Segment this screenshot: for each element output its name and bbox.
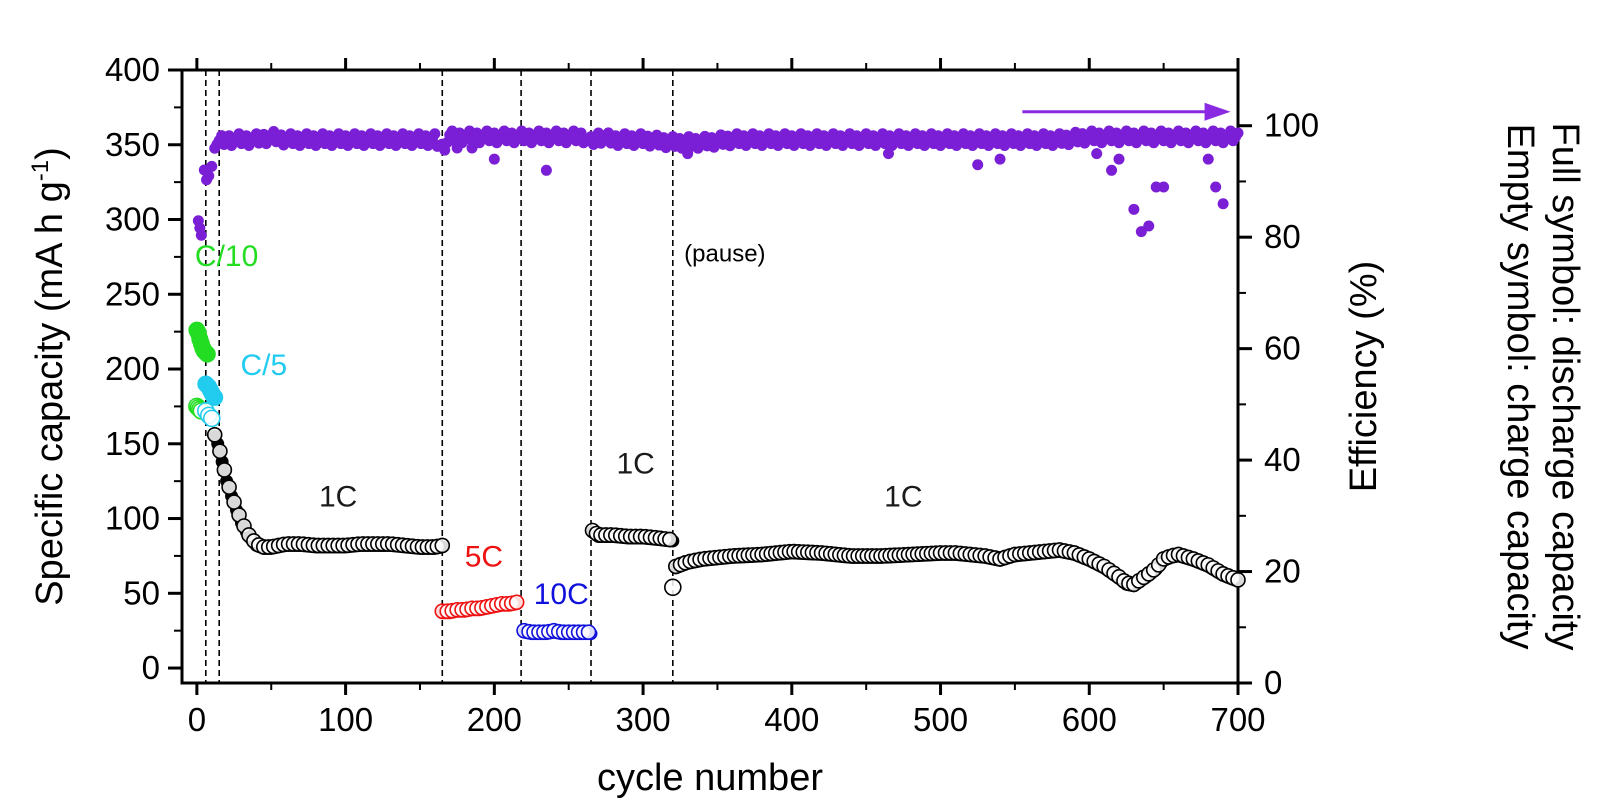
plot-border: [180, 68, 1240, 685]
plot-frame: [180, 68, 1240, 685]
rate-label: 10C: [534, 578, 589, 611]
efficiency-point: [1202, 153, 1214, 165]
charge-point: [216, 462, 233, 478]
y-left-tick-label: 200: [105, 350, 160, 387]
efficiency-point: [540, 164, 552, 176]
charge-point: [221, 479, 237, 495]
efficiency-point: [1113, 153, 1125, 165]
discharge-point: [198, 345, 216, 363]
efficiency-point: [1217, 198, 1229, 210]
y-right-tick-label: 20: [1264, 553, 1301, 590]
y-left-tick-label: 100: [105, 500, 160, 537]
x-tick-label: 700: [1210, 701, 1265, 738]
efficiency-point: [1158, 181, 1170, 193]
efficiency-point: [1232, 127, 1244, 139]
efficiency-point: [994, 153, 1006, 165]
x-tick-label: 300: [616, 701, 671, 738]
x-tick-label: 400: [764, 701, 819, 738]
y-right-tick-label: 0: [1264, 664, 1282, 701]
x-tick-label: 0: [188, 701, 206, 738]
charge-point: [664, 578, 682, 597]
y-right-tick-label: 40: [1264, 441, 1301, 478]
y-left-tick-label: 250: [105, 275, 160, 312]
y-left-tick-label: 150: [105, 425, 160, 462]
y-right-tick-label: 60: [1264, 330, 1301, 367]
efficiency-point: [206, 160, 218, 172]
y-left-axis-title: Specific capacity (mA h g-1): [27, 147, 71, 606]
y-left-tick-label: 300: [105, 201, 160, 238]
y-right-tick-label: 100: [1264, 107, 1319, 144]
y-left-tick-label: 50: [123, 574, 160, 611]
legend-line: Full symbol: discharge capacity: [1544, 123, 1586, 651]
efficiency-point: [451, 142, 463, 154]
charge-point: [212, 443, 228, 460]
charge-point: [662, 531, 678, 548]
efficiency-point: [972, 159, 984, 171]
data-marks: [188, 102, 1246, 641]
charge-point: [580, 624, 597, 640]
y-right-tick-label: 80: [1264, 218, 1301, 255]
charge-point: [434, 537, 451, 554]
axis-ticks: [168, 58, 1252, 695]
efficiency-point: [1128, 203, 1140, 215]
efficiency-point: [682, 148, 694, 160]
pause-label: (pause): [684, 240, 765, 267]
efficiency-point: [195, 229, 207, 241]
efficiency-point: [429, 128, 441, 140]
rate-label: 5C: [465, 540, 503, 573]
efficiency-point: [203, 170, 215, 182]
y-left-tick-label: 0: [142, 649, 160, 686]
discharge-point: [206, 388, 224, 406]
efficiency-axis-arrow-head: [1204, 102, 1231, 121]
rate-label: 1C: [616, 448, 654, 481]
efficiency-point: [882, 148, 894, 160]
y-right-axis-title: Efficiency (%): [1343, 261, 1385, 493]
x-tick-label: 500: [913, 701, 968, 738]
x-tick-label: 200: [467, 701, 522, 738]
x-tick-label: 600: [1062, 701, 1117, 738]
y-left-tick-label: 400: [105, 51, 160, 88]
efficiency-point: [1143, 220, 1155, 232]
rate-label: 1C: [319, 481, 357, 514]
charge-point: [1230, 572, 1246, 588]
rate-label: C/10: [195, 240, 258, 273]
charge-point: [508, 594, 525, 611]
charge-point: [206, 427, 223, 443]
charge-point: [226, 494, 242, 510]
efficiency-point: [1210, 181, 1222, 193]
efficiency-point: [1106, 164, 1118, 176]
charge-point: [202, 409, 221, 428]
x-tick-label: 100: [318, 701, 373, 738]
efficiency-point: [488, 153, 500, 165]
y-left-tick-label: 350: [105, 126, 160, 163]
rate-label: C/5: [240, 349, 287, 382]
chart-labels: 0 100 200 300 400 500 600 700050100150200250300…: [27, 51, 1586, 799]
x-axis-title: cycle number: [597, 757, 823, 799]
efficiency-point: [1091, 148, 1103, 160]
efficiency-point: [466, 142, 478, 154]
rate-label: 1C: [884, 481, 922, 514]
legend-line: Empty symbol: charge capacity: [1499, 124, 1541, 650]
